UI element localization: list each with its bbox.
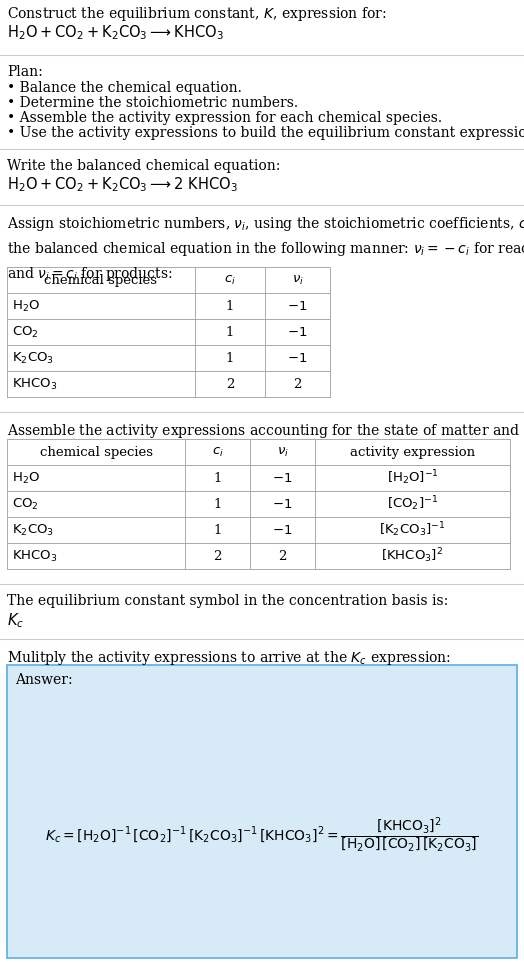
Text: activity expression: activity expression xyxy=(350,446,475,458)
Text: 1: 1 xyxy=(226,299,234,313)
Text: $\mathrm{CO_2}$: $\mathrm{CO_2}$ xyxy=(12,325,39,340)
Text: $-1$: $-1$ xyxy=(272,524,293,536)
Text: chemical species: chemical species xyxy=(39,446,152,458)
Text: $-1$: $-1$ xyxy=(287,325,308,339)
FancyBboxPatch shape xyxy=(7,665,517,958)
Text: $\mathrm{K_2CO_3}$: $\mathrm{K_2CO_3}$ xyxy=(12,523,54,537)
Text: Assemble the activity expressions accounting for the state of matter and $\nu_i$: Assemble the activity expressions accoun… xyxy=(7,422,524,440)
Text: 2: 2 xyxy=(293,377,302,391)
Text: 2: 2 xyxy=(213,550,222,562)
Text: • Use the activity expressions to build the equilibrium constant expression.: • Use the activity expressions to build … xyxy=(7,126,524,140)
Text: Plan:: Plan: xyxy=(7,65,43,79)
Text: 1: 1 xyxy=(226,325,234,339)
Text: $\mathrm{H_2O}$: $\mathrm{H_2O}$ xyxy=(12,471,40,485)
Text: $\mathrm{KHCO_3}$: $\mathrm{KHCO_3}$ xyxy=(12,549,58,563)
Text: Construct the equilibrium constant, $K$, expression for:: Construct the equilibrium constant, $K$,… xyxy=(7,5,387,23)
Text: $\mathrm{H_2O + CO_2 + K_2CO_3 \longrightarrow KHCO_3}$: $\mathrm{H_2O + CO_2 + K_2CO_3 \longrigh… xyxy=(7,23,224,41)
Text: 1: 1 xyxy=(213,524,222,536)
Text: Write the balanced chemical equation:: Write the balanced chemical equation: xyxy=(7,159,280,173)
Text: Answer:: Answer: xyxy=(15,673,73,687)
Text: The equilibrium constant symbol in the concentration basis is:: The equilibrium constant symbol in the c… xyxy=(7,594,448,608)
Text: $\mathrm{KHCO_3}$: $\mathrm{KHCO_3}$ xyxy=(12,377,58,392)
Text: $\mathrm{H_2O}$: $\mathrm{H_2O}$ xyxy=(12,299,40,314)
Text: $[\mathrm{CO_2}]^{-1}$: $[\mathrm{CO_2}]^{-1}$ xyxy=(387,495,438,513)
Text: 1: 1 xyxy=(226,351,234,365)
Text: $c_i$: $c_i$ xyxy=(224,273,236,287)
Text: $K_c$: $K_c$ xyxy=(7,611,24,630)
Text: chemical species: chemical species xyxy=(45,273,158,287)
Text: • Assemble the activity expression for each chemical species.: • Assemble the activity expression for e… xyxy=(7,111,442,125)
Text: $-1$: $-1$ xyxy=(287,351,308,365)
Text: 1: 1 xyxy=(213,498,222,510)
Text: $[\mathrm{KHCO_3}]^{2}$: $[\mathrm{KHCO_3}]^{2}$ xyxy=(381,547,443,565)
Text: $-1$: $-1$ xyxy=(272,498,293,510)
Text: Mulitply the activity expressions to arrive at the $K_c$ expression:: Mulitply the activity expressions to arr… xyxy=(7,649,451,667)
Text: $\mathrm{H_2O + CO_2 + K_2CO_3 \longrightarrow 2\ KHCO_3}$: $\mathrm{H_2O + CO_2 + K_2CO_3 \longrigh… xyxy=(7,175,238,194)
Text: • Determine the stoichiometric numbers.: • Determine the stoichiometric numbers. xyxy=(7,96,298,110)
Text: $[\mathrm{K_2CO_3}]^{-1}$: $[\mathrm{K_2CO_3}]^{-1}$ xyxy=(379,521,446,539)
Text: $\nu_i$: $\nu_i$ xyxy=(291,273,303,287)
Text: $-1$: $-1$ xyxy=(272,472,293,484)
Text: $\nu_i$: $\nu_i$ xyxy=(277,446,289,458)
Text: $c_i$: $c_i$ xyxy=(212,446,223,458)
Text: $\mathrm{CO_2}$: $\mathrm{CO_2}$ xyxy=(12,497,39,511)
Text: 2: 2 xyxy=(278,550,287,562)
Text: • Balance the chemical equation.: • Balance the chemical equation. xyxy=(7,81,242,95)
Text: 1: 1 xyxy=(213,472,222,484)
Text: $\mathrm{K_2CO_3}$: $\mathrm{K_2CO_3}$ xyxy=(12,351,54,366)
Text: Assign stoichiometric numbers, $\nu_i$, using the stoichiometric coefficients, $: Assign stoichiometric numbers, $\nu_i$, … xyxy=(7,215,524,283)
Text: $[\mathrm{H_2O}]^{-1}$: $[\mathrm{H_2O}]^{-1}$ xyxy=(387,469,439,487)
Text: $-1$: $-1$ xyxy=(287,299,308,313)
Text: $K_c = [\mathrm{H_2O}]^{-1}\,[\mathrm{CO_2}]^{-1}\,[\mathrm{K_2CO_3}]^{-1}\,[\ma: $K_c = [\mathrm{H_2O}]^{-1}\,[\mathrm{CO… xyxy=(46,816,478,854)
Text: 2: 2 xyxy=(226,377,234,391)
